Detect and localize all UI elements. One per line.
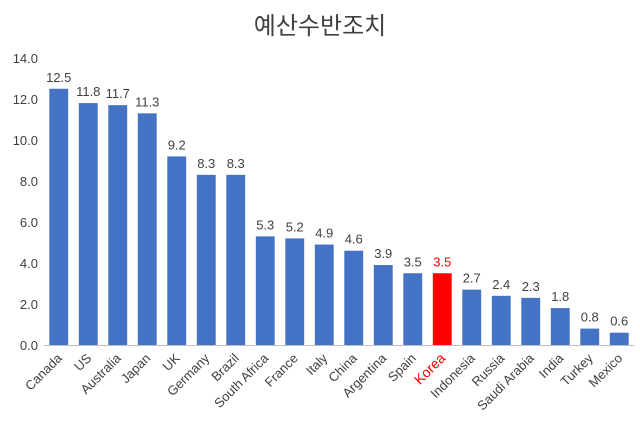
y-tick-label: 12.0	[13, 92, 38, 107]
value-label: 4.6	[345, 232, 363, 247]
bar-japan	[137, 113, 157, 345]
value-label: 2.4	[492, 277, 510, 292]
chart-title: 예산수반조치	[253, 12, 387, 40]
value-label: 2.7	[463, 271, 481, 286]
bar-korea	[432, 273, 452, 345]
value-label: 1.8	[551, 289, 569, 304]
value-label: 0.6	[610, 314, 628, 329]
value-label: 12.5	[46, 70, 71, 85]
bar-south-africa	[255, 236, 275, 345]
value-label: 11.3	[135, 94, 159, 109]
x-tick-label: US	[71, 350, 95, 374]
x-tick-label: France	[262, 351, 301, 390]
value-label: 3.5	[404, 254, 422, 269]
value-label: 9.2	[168, 137, 186, 152]
bar-india	[550, 308, 570, 345]
bar-turkey	[580, 328, 600, 345]
value-label: 3.9	[374, 246, 392, 261]
bar-canada	[49, 88, 69, 345]
bar-brazil	[226, 174, 246, 345]
y-tick-label: 4.0	[20, 256, 38, 271]
value-labels: 12.5 11.8 11.7 11.3 9.2 8.3 8.3 5.3 5.2 4.9 4.6 3.9…	[46, 70, 628, 329]
bars	[49, 88, 629, 346]
bar-uk	[167, 156, 187, 345]
bar-mexico	[609, 332, 629, 345]
bar-france	[285, 238, 305, 345]
bar-russia	[491, 295, 511, 345]
x-tick-label: Canada	[22, 350, 65, 393]
value-label: 4.9	[315, 226, 333, 241]
bar-indonesia	[462, 289, 482, 345]
bar-italy	[314, 244, 334, 345]
x-tick-label: Japan	[118, 351, 154, 387]
y-tick-label: 14.0	[13, 51, 38, 66]
y-axis: 0.0 2.0 4.0 6.0 8.0 10.0 12.0 14.0	[13, 51, 38, 353]
value-label: 5.3	[256, 217, 274, 232]
bar-argentina	[373, 265, 393, 345]
value-label: 0.8	[581, 310, 599, 325]
bar-saudi-arabia	[521, 297, 541, 345]
x-tick-label: Mexico	[586, 351, 626, 391]
x-tick-label: UK	[159, 350, 183, 374]
y-tick-label: 8.0	[20, 174, 38, 189]
bar-us	[78, 103, 98, 345]
bar-china	[344, 250, 364, 345]
y-tick-label: 6.0	[20, 215, 38, 230]
value-label: 2.3	[522, 279, 540, 294]
value-label: 11.7	[106, 86, 130, 101]
value-label: 8.3	[197, 156, 215, 171]
value-label: 5.2	[286, 219, 304, 234]
value-label: 3.5	[433, 254, 451, 269]
y-tick-label: 0.0	[20, 338, 38, 353]
value-label: 8.3	[227, 156, 245, 171]
y-tick-label: 10.0	[13, 133, 38, 148]
bar-germany	[196, 174, 216, 345]
bar-spain	[403, 273, 423, 345]
value-label: 11.8	[76, 84, 100, 99]
bar-australia	[108, 105, 128, 346]
y-tick-label: 2.0	[20, 297, 38, 312]
